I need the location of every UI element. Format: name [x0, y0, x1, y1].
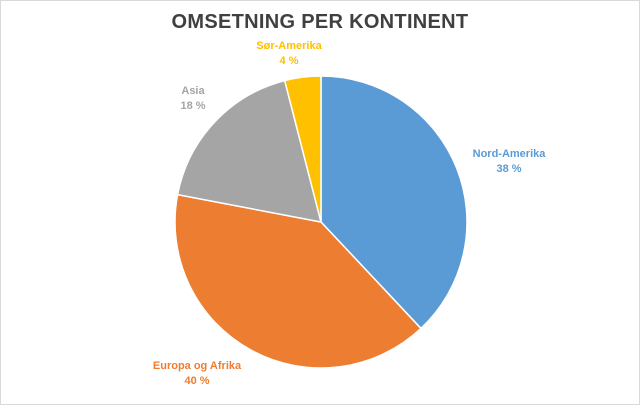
slice-labels: Nord-Amerika 38 % Europa og Afrika 40 % Asia… [153, 40, 546, 387]
pie-slice-nord-amerika [320, 75, 468, 330]
pie-slice-sør-amerika [283, 75, 322, 223]
pie-slice-europa-og-afrika [174, 193, 423, 369]
chart-title: OMSETNING PER KONTINENT [171, 11, 469, 33]
slice-name-label: Asia [181, 85, 205, 97]
slice-name-label: Nord-Amerika [473, 148, 547, 160]
slice-name-label: Europa og Afrika [153, 360, 242, 372]
slice-value-label: 18 % [180, 100, 205, 112]
pie-slice-asia [176, 79, 323, 223]
slice-value-label: 4 % [280, 55, 299, 67]
slice-value-label: 38 % [496, 163, 521, 175]
slice-name-label: Sør-Amerika [256, 40, 322, 52]
pie-slices [174, 75, 468, 369]
slice-value-label: 40 % [184, 375, 209, 387]
